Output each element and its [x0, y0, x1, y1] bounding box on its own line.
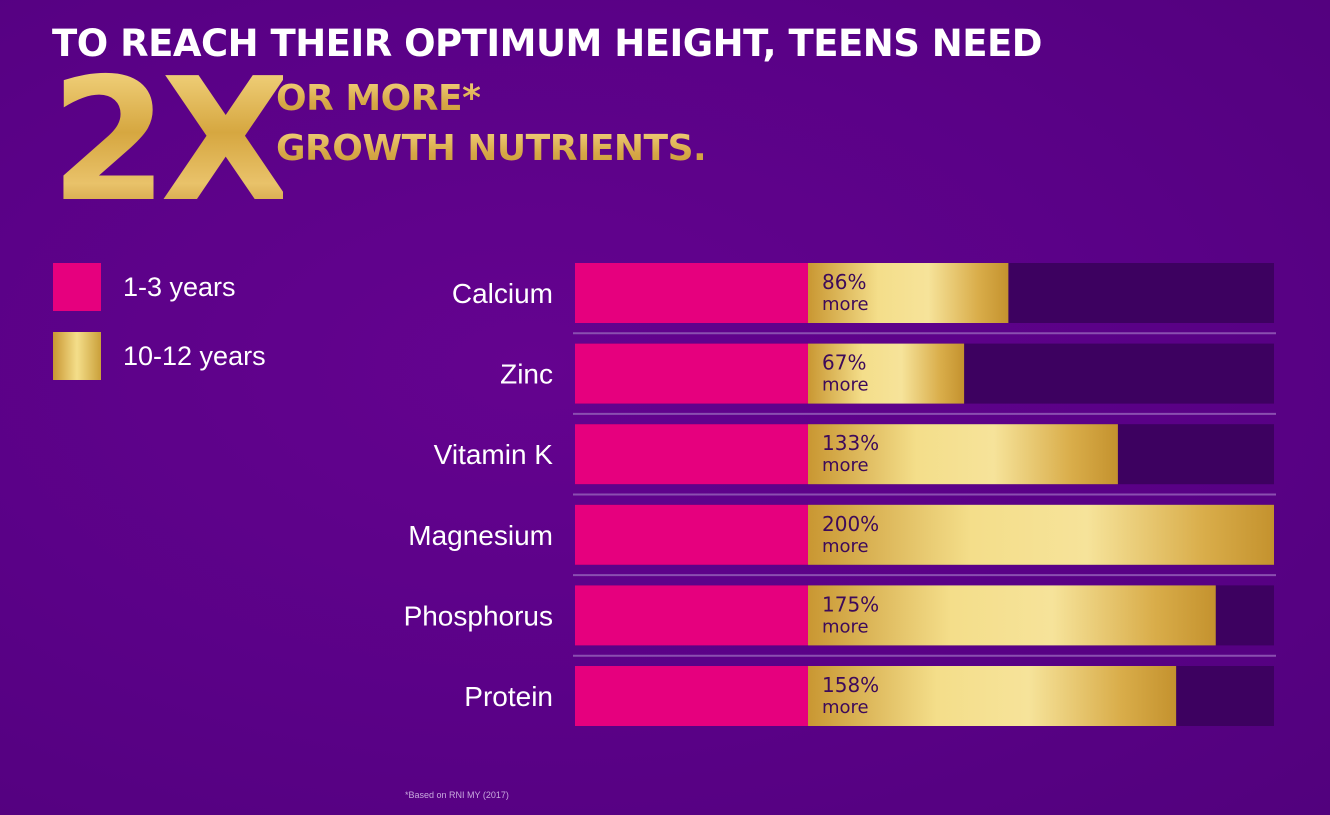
- category-label-calcium: Calcium: [452, 278, 553, 309]
- subheadline-or-more: OR MORE*: [276, 78, 481, 119]
- data-label-zinc: 67%: [822, 351, 866, 375]
- subheadline-growth-nutrients: GROWTH NUTRIENTS.: [276, 128, 707, 169]
- legend-label-1-3-years: 1-3 years: [123, 271, 236, 302]
- legend-swatch-gold: [53, 332, 101, 380]
- data-label-vitamin-k: 133%: [822, 431, 879, 455]
- bar-1-3-years-zinc: [575, 343, 808, 404]
- category-label-vitamin-k: Vitamin K: [434, 439, 554, 470]
- legend-swatch-pink: [53, 263, 101, 311]
- bar-1-3-years-calcium: [575, 263, 808, 323]
- bar-10-12-years-magnesium: [808, 504, 1274, 565]
- bar-1-3-years-phosphorus: [575, 585, 808, 646]
- bar-1-3-years-vitamin-k: [575, 424, 808, 485]
- bar-10-12-years-phosphorus: [808, 585, 1216, 646]
- bar-10-12-years-zinc: [808, 343, 965, 404]
- data-label-more-phosphorus: more: [822, 616, 869, 637]
- bar-10-12-years-vitamin-k: [808, 424, 1118, 485]
- data-label-magnesium: 200%: [822, 512, 879, 536]
- multiplier-2x: 2X: [50, 42, 291, 240]
- bar-10-12-years-calcium: [808, 263, 1009, 323]
- data-label-more-protein: more: [822, 697, 869, 718]
- category-label-protein: Protein: [464, 681, 553, 712]
- bar-1-3-years-protein: [575, 666, 808, 726]
- legend-label-10-12-years: 10-12 years: [123, 340, 266, 371]
- data-label-more-calcium: more: [822, 294, 869, 315]
- data-label-more-zinc: more: [822, 375, 869, 396]
- category-label-magnesium: Magnesium: [408, 520, 553, 551]
- bar-1-3-years-magnesium: [575, 504, 808, 565]
- data-label-calcium: 86%: [822, 270, 866, 294]
- category-label-zinc: Zinc: [500, 359, 553, 390]
- data-label-phosphorus: 175%: [822, 592, 879, 616]
- data-label-more-vitamin-k: more: [822, 455, 869, 476]
- legend-item-1-3-years: 1-3 years: [53, 263, 236, 311]
- headline: TO REACH THEIR OPTIMUM HEIGHT, TEENS NEE…: [52, 22, 1043, 65]
- bar-10-12-years-protein: [808, 666, 1177, 726]
- data-label-protein: 158%: [822, 673, 879, 697]
- legend-item-10-12-years: 10-12 years: [53, 332, 266, 380]
- footnote: *Based on RNI MY (2017): [405, 790, 509, 800]
- data-label-more-magnesium: more: [822, 536, 869, 557]
- category-label-phosphorus: Phosphorus: [404, 600, 553, 631]
